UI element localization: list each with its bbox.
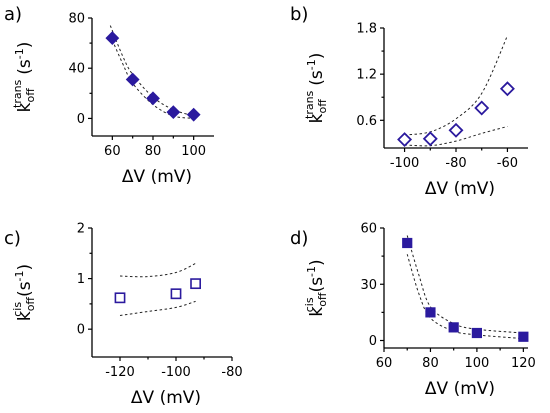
x-axis-title: ΔV (mV) [425, 379, 495, 399]
chart-panel-4: d) 60 80 100 120 0 30 60 ΔV (mV) koffcis(s-1) [290, 222, 536, 400]
data-point [105, 31, 120, 45]
y-tick-label: 80 [68, 12, 85, 27]
y-tick-label: 0.6 [356, 114, 377, 129]
y-axis-title: kofftrans(s-1) [11, 42, 37, 113]
data-point [186, 107, 201, 122]
x-tick-label: -100 [161, 365, 191, 380]
y-axis-title: koffcis(s-1) [11, 264, 37, 321]
data-point [114, 292, 126, 304]
confidence-band-lower [406, 254, 524, 340]
data-point [166, 105, 181, 120]
y-tick-label: 0 [77, 112, 85, 127]
data-point [170, 288, 182, 300]
x-axis-title: ΔV (mV) [131, 388, 201, 408]
data-point [474, 100, 490, 116]
x-tick-label: 100 [464, 356, 489, 371]
data-point [448, 122, 464, 138]
data-point [518, 331, 529, 342]
x-tick-label: -120 [105, 365, 135, 380]
y-tick-label: 1 [77, 272, 85, 287]
confidence-band-lower [404, 125, 508, 147]
x-tick-label: -100 [390, 156, 420, 171]
y-tick-label: 30 [360, 278, 377, 293]
data-point [448, 322, 459, 333]
x-tick-label: 80 [422, 356, 439, 371]
y-axis-title: kofftrans(s-1) [303, 53, 329, 124]
y-tick-label: 60 [360, 222, 377, 237]
data-point [146, 91, 160, 106]
x-tick-label: -80 [221, 365, 242, 380]
data-point [397, 132, 413, 148]
data-point [499, 81, 515, 97]
data-point [422, 131, 438, 147]
confidence-band-upper [119, 262, 196, 278]
x-tick-label: 100 [181, 144, 206, 159]
confidence-band-upper [406, 235, 524, 334]
x-axis-title: ΔV (mV) [122, 167, 192, 187]
confidence-band-lower [119, 300, 196, 317]
panel-letter: b) [290, 4, 308, 25]
y-axis-title: koffcis(s-1) [303, 259, 329, 316]
data-point [471, 327, 483, 339]
x-axis-title: ΔV (mV) [425, 179, 495, 199]
chart-panel-1: a) 60 80 100 0 40 80 ΔV (mV) kofftrans(s-1) [4, 4, 214, 187]
y-tick-label: 2 [77, 222, 85, 237]
confidence-band-upper [404, 35, 508, 136]
y-tick-label: 1.8 [356, 22, 377, 37]
x-tick-label: -80 [445, 156, 466, 171]
x-tick-label: -60 [497, 156, 518, 171]
x-tick-label: 60 [104, 144, 121, 159]
y-tick-label: 0 [369, 334, 377, 349]
data-point [125, 72, 140, 87]
x-tick-label: 80 [145, 144, 162, 159]
panel-letter: c) [4, 228, 21, 249]
x-tick-label: 120 [511, 356, 536, 371]
data-point [425, 307, 436, 318]
x-tick-label: 60 [376, 356, 393, 371]
chart-panel-3: c) -120 -100 -80 0 1 2 ΔV (mV) koffcis(s-1) [4, 222, 243, 409]
y-tick-label: 40 [68, 62, 85, 77]
y-tick-label: 0 [77, 323, 85, 338]
panel-letter: a) [4, 4, 22, 25]
confidence-band-lower [109, 35, 194, 119]
data-point [402, 237, 413, 249]
panel-letter: d) [290, 228, 308, 249]
y-tick-label: 1.2 [356, 68, 377, 83]
chart-panel-2: b) -100 -80 -60 0.6 1.2 1.8 ΔV (mV) kofftrans(s-… [290, 4, 528, 199]
data-point [190, 278, 201, 290]
